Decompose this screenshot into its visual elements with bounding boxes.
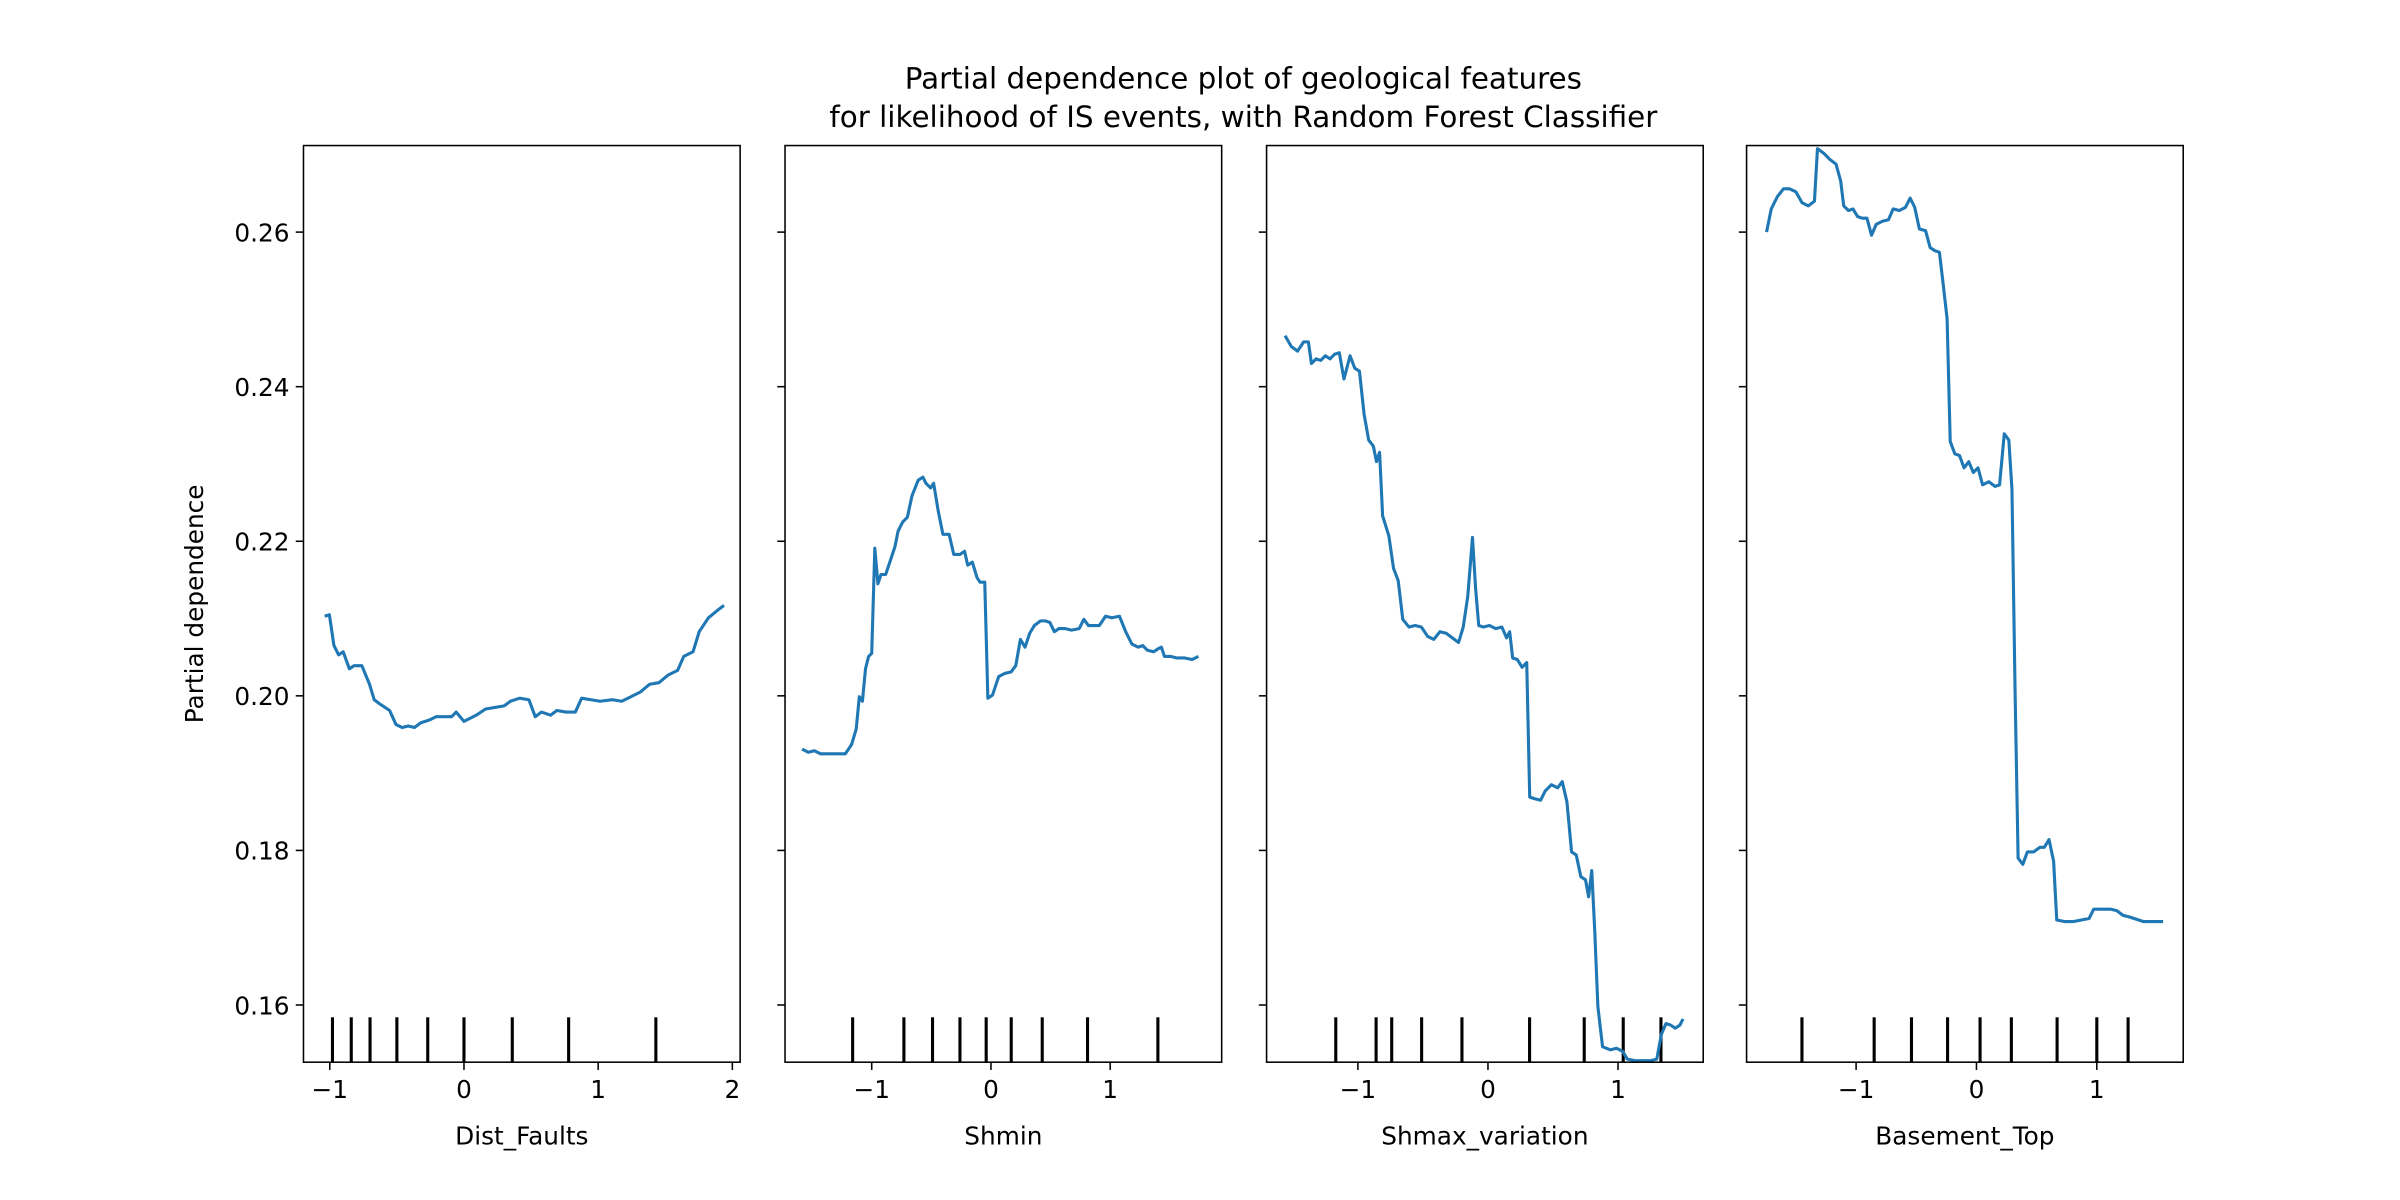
axes-frame xyxy=(784,144,1223,1063)
pd-line xyxy=(324,604,725,730)
x-tick-label: −1 xyxy=(1340,1075,1377,1104)
pd-line xyxy=(1283,334,1685,1063)
x-tick-label: 0 xyxy=(456,1075,472,1104)
y-tick-label: 0.16 xyxy=(234,991,289,1020)
y-tick-label: 0.22 xyxy=(234,528,289,557)
y-tick-label: 0.18 xyxy=(234,837,289,866)
chart-title: Partial dependence plot of geological fe… xyxy=(905,61,1582,95)
axes-frame xyxy=(1265,144,1704,1063)
y-axis-label: Partial dependence xyxy=(180,484,209,723)
x-tick-label: −1 xyxy=(853,1075,890,1104)
axes-frame xyxy=(302,144,741,1063)
x-axis-label: Dist_Faults xyxy=(455,1121,588,1150)
x-tick-label: 0 xyxy=(983,1075,999,1104)
y-tick-label: 0.24 xyxy=(234,373,289,402)
x-tick-label: −1 xyxy=(1838,1075,1875,1104)
axes-frame xyxy=(1745,144,2184,1063)
x-tick-label: 0 xyxy=(1480,1075,1496,1104)
x-tick-label: 1 xyxy=(590,1075,606,1104)
chart-title: for likelihood of IS events, with Random… xyxy=(829,100,1658,134)
x-axis-label: Basement_Top xyxy=(1875,1121,2054,1150)
x-axis-label: Shmin xyxy=(964,1121,1042,1150)
y-tick-label: 0.20 xyxy=(234,682,289,711)
y-tick-label: 0.26 xyxy=(234,218,289,247)
x-tick-label: 1 xyxy=(1610,1075,1626,1104)
x-tick-label: 0 xyxy=(1969,1075,1985,1104)
pd-line xyxy=(801,475,1200,756)
x-axis-label: Shmax_variation xyxy=(1381,1121,1588,1150)
pd-line xyxy=(1765,147,2164,924)
x-tick-label: 2 xyxy=(724,1075,740,1104)
x-tick-label: 1 xyxy=(1102,1075,1118,1104)
x-tick-label: 1 xyxy=(2089,1075,2105,1104)
x-tick-label: −1 xyxy=(312,1075,349,1104)
